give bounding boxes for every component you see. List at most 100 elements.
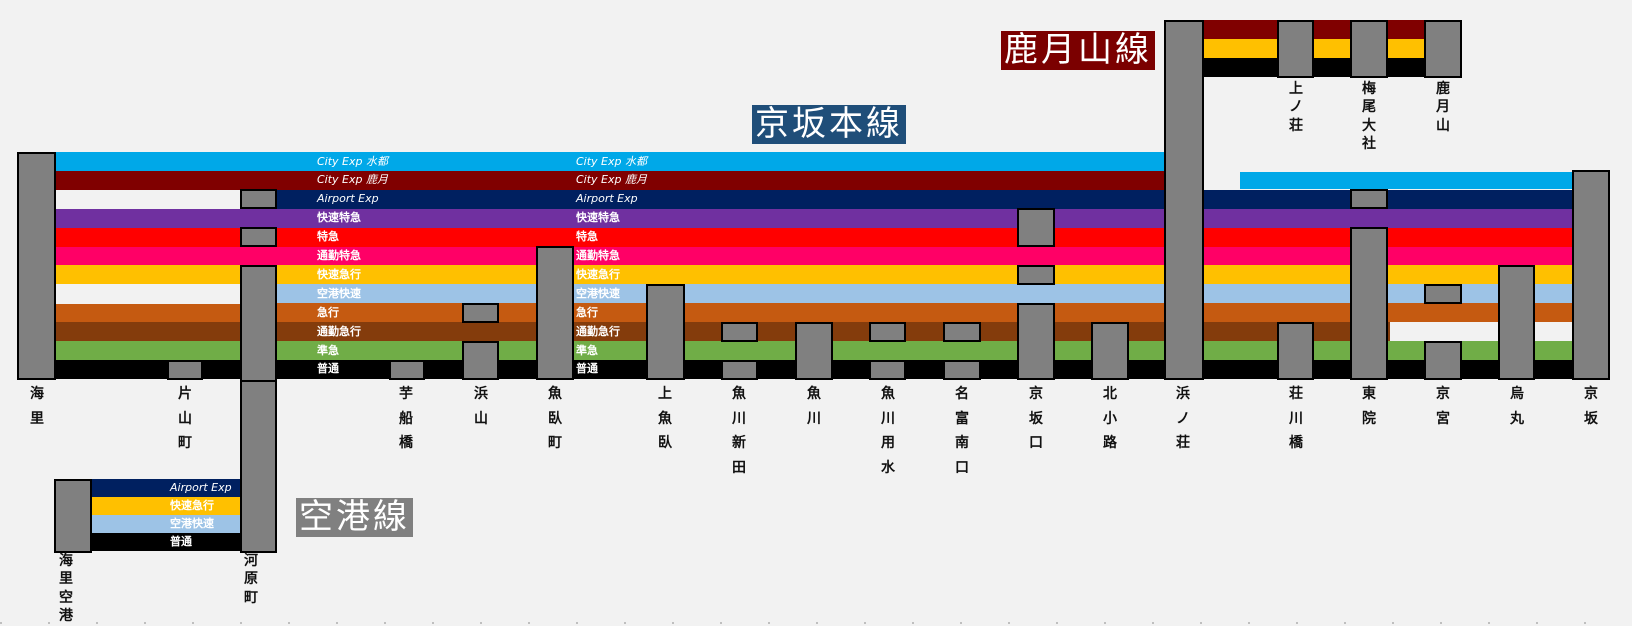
station-name: 荘川橋 — [1289, 386, 1303, 451]
station-stop-bar — [1017, 303, 1055, 380]
service-label: 急行 — [317, 305, 339, 319]
station-name: 北小路 — [1103, 386, 1117, 451]
station-stop-bar — [1424, 20, 1462, 78]
station-stop-bar — [17, 152, 56, 380]
station-stop-bar — [1350, 20, 1388, 78]
service-label: City Exp 鹿月 — [317, 173, 388, 187]
service-label: 準急 — [576, 343, 598, 357]
station-stop-bar — [869, 322, 906, 342]
station-name: 名富南口 — [955, 386, 969, 476]
station-stop-bar — [462, 341, 499, 380]
station-name: 浜ノ荘 — [1176, 386, 1190, 451]
station-name: 鹿月山 — [1436, 81, 1450, 134]
service-label: 快速特急 — [576, 211, 620, 225]
station-name: 京坂 — [1584, 386, 1598, 427]
service-band — [54, 303, 1574, 323]
station-name: 魚川用水 — [881, 386, 895, 476]
no-service-segment — [54, 284, 240, 304]
station-name: 魚川 — [807, 386, 821, 427]
station-stop-bar — [1350, 189, 1388, 209]
station-name: 河原町 — [244, 553, 258, 606]
station-name: 魚川新田 — [732, 386, 746, 476]
station-name: 烏丸 — [1510, 386, 1524, 427]
station-name: 京宮 — [1436, 386, 1450, 427]
service-label: 普通 — [170, 535, 192, 548]
service-label: 普通 — [576, 362, 598, 376]
station-stop-bar — [1424, 284, 1462, 304]
station-stop-bar — [1350, 227, 1388, 380]
service-label: 快速特急 — [317, 211, 361, 225]
line-title-airport: 空港線 — [296, 498, 413, 537]
service-label: 通勤特急 — [576, 249, 620, 262]
service-band — [90, 497, 240, 515]
service-label: City Exp 鹿月 — [576, 173, 647, 187]
station-stop-bar — [1091, 322, 1129, 380]
service-label: 空港快速 — [170, 517, 214, 530]
service-band — [90, 533, 240, 551]
station-name: 魚臥町 — [548, 386, 562, 451]
station-stop-bar — [1277, 20, 1314, 78]
service-band — [54, 246, 1574, 266]
line-title-main: 京坂本線 — [752, 105, 906, 144]
station-stop-bar — [1017, 265, 1055, 285]
station-stop-bar — [869, 360, 906, 380]
service-label: City Exp 水都 — [317, 154, 388, 168]
station-stop-bar — [721, 322, 758, 342]
service-label: Airport Exp — [170, 481, 232, 494]
station-stop-bar — [1572, 170, 1610, 380]
station-stop-bar — [721, 360, 758, 380]
service-label: Airport Exp — [576, 192, 638, 206]
service-label: 快速急行 — [170, 499, 214, 512]
service-band — [54, 208, 1574, 229]
station-name: 上ノ荘 — [1289, 81, 1303, 134]
service-band — [90, 479, 240, 497]
no-service-segment — [1390, 322, 1574, 342]
service-label: 空港快速 — [576, 286, 620, 300]
station-stop-bar — [1017, 208, 1055, 247]
service-band — [54, 189, 1574, 210]
no-service-segment — [1240, 152, 1277, 172]
station-name: 海里 — [30, 386, 44, 427]
station-stop-bar — [462, 303, 499, 323]
service-label: 準急 — [317, 343, 339, 357]
service-label: 普通 — [317, 362, 339, 376]
station-name: 片山町 — [178, 386, 192, 451]
service-label: 特急 — [576, 230, 598, 244]
station-stop-bar — [1424, 341, 1462, 380]
service-band — [1240, 171, 1574, 189]
station-stop-bar — [240, 227, 277, 247]
service-band — [1200, 58, 1460, 77]
no-service-segment — [1240, 152, 1574, 172]
station-name: 東院 — [1362, 386, 1376, 427]
service-band — [90, 515, 240, 533]
station-name: 海里空港 — [59, 553, 73, 624]
service-label: 通勤特急 — [317, 249, 361, 262]
station-stop-bar — [167, 360, 203, 380]
service-label: 急行 — [576, 305, 598, 319]
service-label: 空港快速 — [317, 286, 361, 300]
service-label: 快速急行 — [317, 267, 361, 281]
station-name: 梅尾大社 — [1362, 81, 1376, 152]
station-stop-bar — [943, 360, 981, 380]
service-label: 通勤急行 — [576, 324, 620, 338]
station-stop-bar — [1164, 20, 1204, 380]
station-name: 京坂口 — [1029, 386, 1043, 451]
station-stop-bar — [240, 189, 277, 209]
no-service-segment — [1204, 170, 1240, 191]
station-stop-bar — [536, 246, 574, 380]
service-band — [54, 265, 1574, 285]
station-stop-bar — [389, 360, 425, 380]
service-band — [1200, 39, 1460, 58]
station-name: 芋船橋 — [399, 386, 413, 451]
service-label: City Exp 水都 — [576, 154, 647, 168]
station-name: 浜山 — [474, 386, 488, 427]
service-label: 通勤急行 — [317, 324, 361, 338]
service-label: 特急 — [317, 230, 339, 244]
service-label: Airport Exp — [317, 192, 379, 206]
station-stop-bar — [646, 284, 685, 380]
line-title-kazuki: 鹿月山線 — [1001, 31, 1155, 70]
service-band — [54, 227, 1574, 247]
service-label: 快速急行 — [576, 267, 620, 281]
station-stop-bar — [943, 322, 981, 342]
